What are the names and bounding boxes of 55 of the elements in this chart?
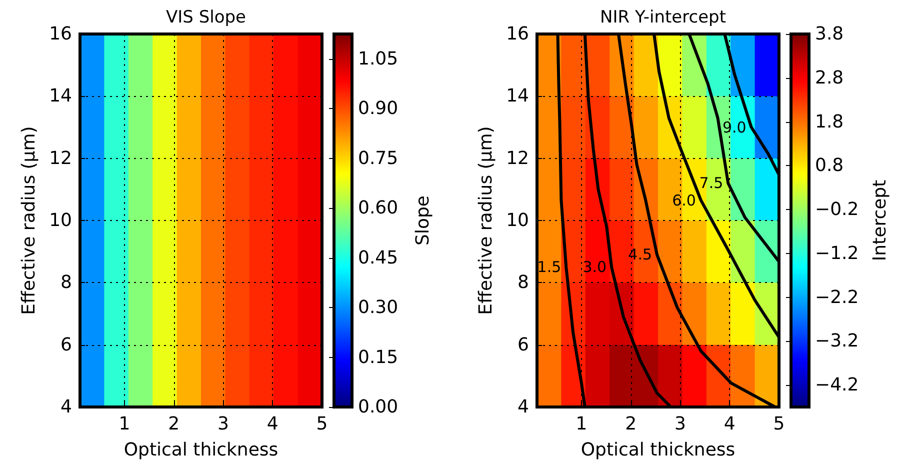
- color-bar-label: 0.00: [358, 396, 398, 418]
- color-bar-label: −0.2: [815, 199, 859, 220]
- x-tick-label: 1: [576, 414, 588, 434]
- y-tick-label: 6: [60, 334, 72, 356]
- chart-title: VIS Slope: [166, 8, 246, 28]
- x-tick-label: 2: [168, 414, 180, 434]
- x-tick-label: 1: [118, 414, 130, 434]
- series-label: 6.0: [672, 191, 696, 210]
- y-tick-label: 14: [506, 86, 529, 107]
- x-tick-label: 3: [674, 414, 686, 434]
- color-bar-label: 0.60: [358, 198, 398, 219]
- chart-title: NIR Y-intercept: [600, 8, 726, 28]
- y-tick-label: 6: [518, 334, 529, 356]
- color-bar-label: −3.2: [815, 330, 859, 352]
- series-label: 1.5: [537, 258, 562, 276]
- color-bar-label: 0.8: [815, 155, 844, 176]
- y-tick-label: 8: [518, 272, 529, 294]
- color-bar-label: 0.45: [358, 247, 398, 268]
- x-axis-title: Optical thickness: [580, 440, 736, 460]
- color-bar-label: −2.2: [815, 286, 859, 308]
- y-tick-label: 12: [506, 148, 529, 169]
- series-label: 3.0: [582, 258, 607, 276]
- x-tick-label: 4: [724, 414, 736, 434]
- y-tick-label: 10: [506, 210, 529, 231]
- color-bar-label: 1.05: [358, 48, 398, 70]
- series-label: 7.5: [699, 174, 724, 192]
- color-bar-label: −4.2: [815, 374, 859, 396]
- x-tick-label: 5: [773, 414, 785, 434]
- color-bar-label: 0.30: [358, 297, 398, 318]
- x-tick-label: 2: [625, 414, 637, 434]
- x-axis-title: Optical thickness: [124, 440, 278, 460]
- series-label: 4.5: [628, 246, 652, 264]
- series-label: 9.0: [722, 118, 746, 136]
- color-bar-title: Intercept: [870, 180, 890, 262]
- y-tick-label: 16: [506, 24, 529, 44]
- color-bar-label: 1.8: [815, 111, 844, 132]
- y-tick-label: 4: [518, 396, 529, 418]
- y-axis-title: Effective radius (μm): [18, 126, 40, 315]
- y-tick-label: 8: [60, 272, 72, 294]
- x-tick-label: 4: [266, 414, 278, 434]
- y-tick-label: 4: [60, 396, 72, 418]
- y-tick-label: 16: [49, 24, 72, 44]
- color-bar-label: 0.75: [358, 148, 398, 169]
- color-bar-label: −1.2: [815, 242, 859, 264]
- color-bar-title: Slope: [412, 196, 434, 246]
- color-bar-label: 2.8: [815, 67, 844, 88]
- color-bar-label: 3.8: [815, 24, 844, 44]
- x-tick-label: 5: [316, 414, 328, 434]
- y-axis-title: Effective radius (μm): [476, 126, 496, 315]
- y-tick-label: 14: [49, 86, 72, 107]
- color-bar-label: 0.90: [358, 98, 398, 120]
- y-tick-label: 10: [49, 210, 72, 231]
- y-tick-label: 12: [49, 148, 72, 169]
- color-bar-label: 0.15: [358, 346, 398, 368]
- x-tick-label: 3: [218, 414, 229, 434]
